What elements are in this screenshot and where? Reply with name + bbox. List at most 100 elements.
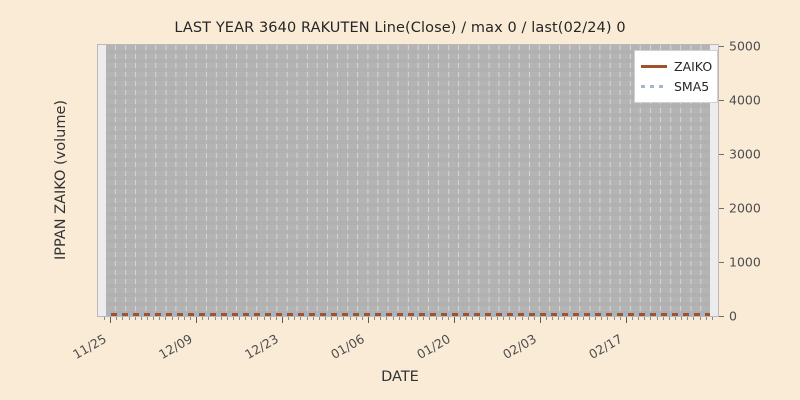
x-tick-mark-minor — [343, 317, 344, 320]
y-axis-title: IPPAN ZAIKO (volume) — [53, 99, 69, 261]
x-tick-mark-minor — [534, 317, 535, 320]
x-tick-mark-minor — [460, 317, 461, 320]
y-tick-label: 2000 — [729, 200, 761, 216]
x-tick-mark-minor — [202, 317, 203, 320]
legend-label: ZAIKO — [674, 58, 713, 74]
legend-line-swatch-icon — [641, 64, 667, 68]
x-tick-mark-minor — [601, 317, 602, 320]
x-tick-mark-minor — [288, 317, 289, 320]
x-tick-mark-minor — [178, 317, 179, 320]
x-tick-label: 01/20 — [414, 330, 453, 362]
x-tick-mark — [282, 317, 283, 323]
y-tick-mark — [719, 154, 724, 155]
x-tick-mark-minor — [577, 317, 578, 320]
y-tick-mark — [719, 262, 724, 263]
x-tick-mark-minor — [583, 317, 584, 320]
x-tick-mark-minor — [706, 317, 707, 320]
x-tick-label: 12/23 — [242, 330, 281, 362]
x-tick-mark-minor — [104, 317, 105, 320]
x-tick-mark-minor — [509, 317, 510, 320]
x-tick-mark — [368, 317, 369, 323]
x-tick-mark-minor — [270, 317, 271, 320]
x-tick-mark-minor — [300, 317, 301, 320]
x-tick-mark-minor — [294, 317, 295, 320]
legend-item-zaiko[interactable]: ZAIKO — [641, 56, 713, 76]
axis-spine-top — [97, 44, 719, 45]
x-tick-mark-minor — [233, 317, 234, 320]
x-tick-mark-minor — [331, 317, 332, 320]
x-tick-mark — [454, 317, 455, 323]
x-tick-mark-minor — [129, 317, 130, 320]
x-tick-mark-minor — [675, 317, 676, 320]
x-tick-mark-minor — [466, 317, 467, 320]
y-tick-mark — [719, 100, 724, 101]
y-tick-mark — [719, 316, 724, 317]
x-axis-title: DATE — [381, 369, 419, 385]
x-tick-mark-minor — [116, 317, 117, 320]
x-tick-mark — [626, 317, 627, 323]
x-tick-mark-minor — [337, 317, 338, 320]
y-tick-label: 3000 — [729, 146, 761, 162]
x-tick-mark-minor — [589, 317, 590, 320]
legend-dotted-swatch-icon — [641, 84, 667, 88]
x-tick-mark-minor — [479, 317, 480, 320]
x-tick-mark-minor — [614, 317, 615, 320]
x-tick-mark-minor — [393, 317, 394, 320]
y-tick-mark — [719, 208, 724, 209]
x-tick-mark-minor — [663, 317, 664, 320]
x-tick-mark-minor — [325, 317, 326, 320]
x-tick-mark — [540, 317, 541, 323]
x-tick-mark-minor — [423, 317, 424, 320]
axis-spine-bottom — [97, 316, 719, 317]
x-tick-mark-minor — [546, 317, 547, 320]
x-tick-mark-minor — [221, 317, 222, 320]
y-tick-mark — [719, 46, 724, 47]
data-region — [106, 45, 710, 316]
x-tick-mark-minor — [644, 317, 645, 320]
x-tick-mark-minor — [215, 317, 216, 320]
x-tick-mark-minor — [429, 317, 430, 320]
x-tick-mark-minor — [313, 317, 314, 320]
x-tick-mark-minor — [147, 317, 148, 320]
x-tick-mark-minor — [227, 317, 228, 320]
x-tick-mark-minor — [669, 317, 670, 320]
x-tick-mark-minor — [386, 317, 387, 320]
x-tick-label: 01/06 — [328, 330, 367, 362]
y-tick-label: 1000 — [729, 254, 761, 270]
grid-lines — [106, 45, 710, 316]
x-tick-mark-minor — [515, 317, 516, 320]
x-tick-label: 02/17 — [586, 330, 625, 362]
x-tick-mark-minor — [687, 317, 688, 320]
x-tick-mark-minor — [257, 317, 258, 320]
legend-item-sma5[interactable]: SMA5 — [641, 76, 711, 96]
x-tick-mark — [196, 317, 197, 323]
x-tick-mark-minor — [264, 317, 265, 320]
x-tick-mark-minor — [620, 317, 621, 320]
plot-area — [98, 45, 718, 316]
x-tick-mark-minor — [607, 317, 608, 320]
x-tick-mark-minor — [552, 317, 553, 320]
x-tick-mark-minor — [276, 317, 277, 320]
x-tick-mark-minor — [650, 317, 651, 320]
x-tick-mark-minor — [522, 317, 523, 320]
x-tick-mark-minor — [362, 317, 363, 320]
x-tick-mark-minor — [442, 317, 443, 320]
x-tick-mark — [110, 317, 111, 323]
x-tick-mark-minor — [251, 317, 252, 320]
x-tick-mark-minor — [681, 317, 682, 320]
y-tick-label: 5000 — [729, 38, 761, 54]
x-tick-mark-minor — [172, 317, 173, 320]
x-tick-mark-minor — [632, 317, 633, 320]
x-tick-mark-minor — [135, 317, 136, 320]
x-tick-mark-minor — [436, 317, 437, 320]
x-tick-mark-minor — [319, 317, 320, 320]
x-tick-mark-minor — [693, 317, 694, 320]
x-tick-mark-minor — [184, 317, 185, 320]
y-tick-label: 0 — [729, 308, 737, 324]
legend-label: SMA5 — [674, 78, 710, 94]
x-tick-mark-minor — [190, 317, 191, 320]
x-tick-mark-minor — [399, 317, 400, 320]
x-tick-mark-minor — [411, 317, 412, 320]
x-tick-mark-minor — [503, 317, 504, 320]
series-line-sma5 — [106, 313, 710, 316]
